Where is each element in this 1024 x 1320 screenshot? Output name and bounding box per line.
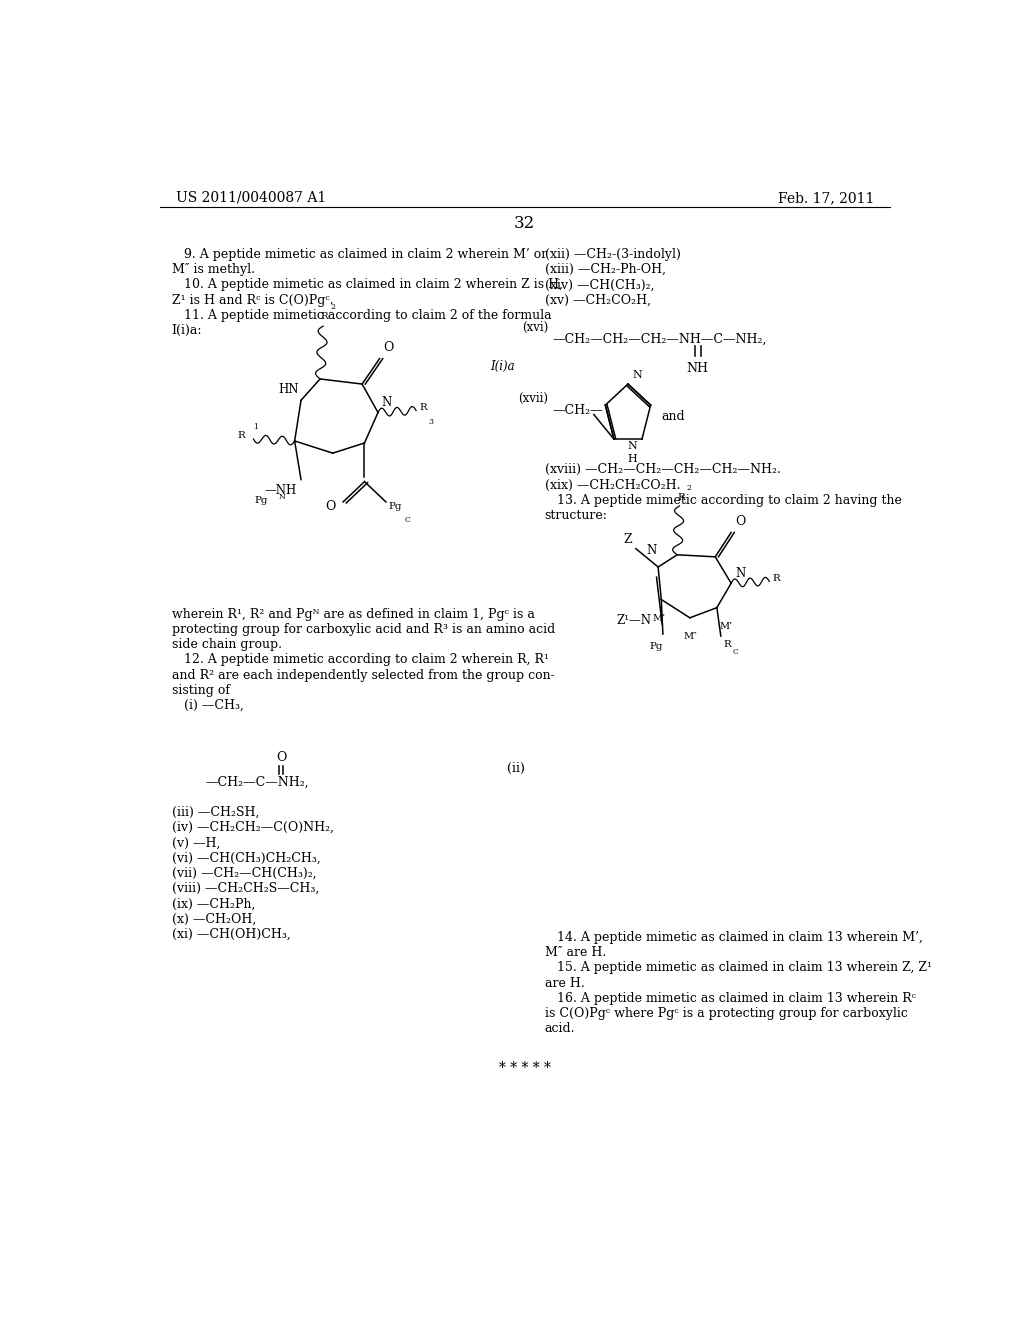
Text: R: R (238, 432, 246, 441)
Text: O: O (735, 515, 745, 528)
Text: O: O (326, 499, 336, 512)
Text: 1: 1 (253, 422, 258, 430)
Text: R: R (677, 492, 685, 502)
Text: (vi) —CH(CH₃)CH₂CH₃,: (vi) —CH(CH₃)CH₂CH₃, (172, 851, 321, 865)
Text: are H.: are H. (545, 977, 585, 990)
Text: R: R (321, 312, 329, 321)
Text: US 2011/0040087 A1: US 2011/0040087 A1 (176, 191, 326, 205)
Text: N: N (646, 544, 656, 557)
Text: side chain group.: side chain group. (172, 638, 282, 651)
Text: N: N (633, 370, 642, 380)
Text: M″ is methyl.: M″ is methyl. (172, 263, 255, 276)
Text: 2: 2 (687, 483, 691, 492)
Text: (xv) —CH₂CO₂H,: (xv) —CH₂CO₂H, (545, 293, 650, 306)
Text: R: R (419, 403, 427, 412)
Text: I(i)a:: I(i)a: (172, 325, 202, 337)
Text: H: H (628, 454, 637, 465)
Text: —NH: —NH (265, 483, 297, 496)
Text: Feb. 17, 2011: Feb. 17, 2011 (777, 191, 873, 205)
Text: N: N (381, 396, 391, 409)
Text: C: C (404, 516, 410, 524)
Text: (xvii): (xvii) (518, 392, 549, 405)
Text: (x) —CH₂OH,: (x) —CH₂OH, (172, 912, 256, 925)
Text: O: O (384, 341, 394, 354)
Text: 13. A peptide mimetic according to claim 2 having the: 13. A peptide mimetic according to claim… (545, 494, 901, 507)
Text: C: C (733, 648, 738, 656)
Text: * * * * *: * * * * * (499, 1061, 551, 1074)
Text: (iv) —CH₂CH₂—C(O)NH₂,: (iv) —CH₂CH₂—C(O)NH₂, (172, 821, 334, 834)
Text: Pg: Pg (650, 643, 664, 651)
Text: (v) —H,: (v) —H, (172, 837, 220, 849)
Text: (xi) —CH(OH)CH₃,: (xi) —CH(OH)CH₃, (172, 928, 291, 941)
Text: (vii) —CH₂—CH(CH₃)₂,: (vii) —CH₂—CH(CH₃)₂, (172, 867, 316, 880)
Text: I(i)a: I(i)a (490, 359, 515, 372)
Text: (viii) —CH₂CH₂S—CH₃,: (viii) —CH₂CH₂S—CH₃, (172, 882, 318, 895)
Text: 12. A peptide mimetic according to claim 2 wherein R, R¹: 12. A peptide mimetic according to claim… (172, 653, 549, 667)
Text: (xix) —CH₂CH₂CO₂H.: (xix) —CH₂CH₂CO₂H. (545, 479, 680, 491)
Text: N: N (628, 441, 637, 451)
Text: M″: M″ (683, 632, 696, 642)
Text: —CH₂—: —CH₂— (553, 404, 603, 417)
Text: R: R (772, 574, 780, 582)
Text: 15. A peptide mimetic as claimed in claim 13 wherein Z, Z¹: 15. A peptide mimetic as claimed in clai… (545, 961, 932, 974)
Text: (xiv) —CH(CH₃)₂,: (xiv) —CH(CH₃)₂, (545, 279, 654, 292)
Text: (xiii) —CH₂-Ph-OH,: (xiii) —CH₂-Ph-OH, (545, 263, 666, 276)
Text: R: R (723, 640, 731, 649)
Text: 9. A peptide mimetic as claimed in claim 2 wherein M’ or: 9. A peptide mimetic as claimed in claim… (172, 248, 547, 261)
Text: Pg: Pg (388, 502, 401, 511)
Text: M″ are H.: M″ are H. (545, 946, 606, 960)
Text: 2: 2 (331, 302, 335, 312)
Text: M’: M’ (720, 622, 733, 631)
Text: (iii) —CH₂SH,: (iii) —CH₂SH, (172, 805, 259, 818)
Text: Z: Z (624, 533, 632, 545)
Text: (xvi): (xvi) (522, 321, 549, 334)
Text: is C(O)Pgᶜ where Pgᶜ is a protecting group for carboxylic: is C(O)Pgᶜ where Pgᶜ is a protecting gro… (545, 1007, 907, 1020)
Text: —CH₂—CH₂—CH₂—NH—C—NH₂,: —CH₂—CH₂—CH₂—NH—C—NH₂, (553, 333, 767, 346)
Text: M’: M’ (652, 614, 666, 623)
Text: Z¹—N: Z¹—N (616, 614, 651, 627)
Text: Z¹ is H and Rᶜ is C(O)Pgᶜ.: Z¹ is H and Rᶜ is C(O)Pgᶜ. (172, 293, 333, 306)
Text: 32: 32 (514, 215, 536, 232)
Text: (xii) —CH₂-(3-indolyl): (xii) —CH₂-(3-indolyl) (545, 248, 681, 261)
Text: 11. A peptide mimetic according to claim 2 of the formula: 11. A peptide mimetic according to claim… (172, 309, 551, 322)
Text: 16. A peptide mimetic as claimed in claim 13 wherein Rᶜ: 16. A peptide mimetic as claimed in clai… (545, 991, 915, 1005)
Text: wherein R¹, R² and Pgᴺ are as defined in claim 1, Pgᶜ is a: wherein R¹, R² and Pgᴺ are as defined in… (172, 607, 535, 620)
Text: structure:: structure: (545, 510, 607, 521)
Text: (ii): (ii) (507, 762, 524, 775)
Text: (i) —CH₃,: (i) —CH₃, (172, 700, 244, 711)
Text: acid.: acid. (545, 1022, 575, 1035)
Text: (ix) —CH₂Ph,: (ix) —CH₂Ph, (172, 898, 255, 911)
Text: 3: 3 (428, 417, 433, 425)
Text: NH: NH (687, 362, 709, 375)
Text: 10. A peptide mimetic as claimed in claim 2 wherein Z is H,: 10. A peptide mimetic as claimed in clai… (172, 279, 562, 292)
Text: 14. A peptide mimetic as claimed in claim 13 wherein M’,: 14. A peptide mimetic as claimed in clai… (545, 931, 923, 944)
Text: N: N (279, 492, 286, 500)
Text: sisting of: sisting of (172, 684, 229, 697)
Text: protecting group for carboxylic acid and R³ is an amino acid: protecting group for carboxylic acid and… (172, 623, 555, 636)
Text: and R² are each independently selected from the group con-: and R² are each independently selected f… (172, 669, 554, 681)
Text: (xviii) —CH₂—CH₂—CH₂—CH₂—NH₂.: (xviii) —CH₂—CH₂—CH₂—CH₂—NH₂. (545, 463, 780, 477)
Text: Pg: Pg (254, 496, 267, 504)
Text: HN: HN (279, 383, 299, 396)
Text: and: and (662, 411, 685, 424)
Text: O: O (276, 751, 287, 763)
Text: —CH₂—C—NH₂,: —CH₂—C—NH₂, (206, 776, 309, 789)
Text: N: N (735, 568, 745, 581)
